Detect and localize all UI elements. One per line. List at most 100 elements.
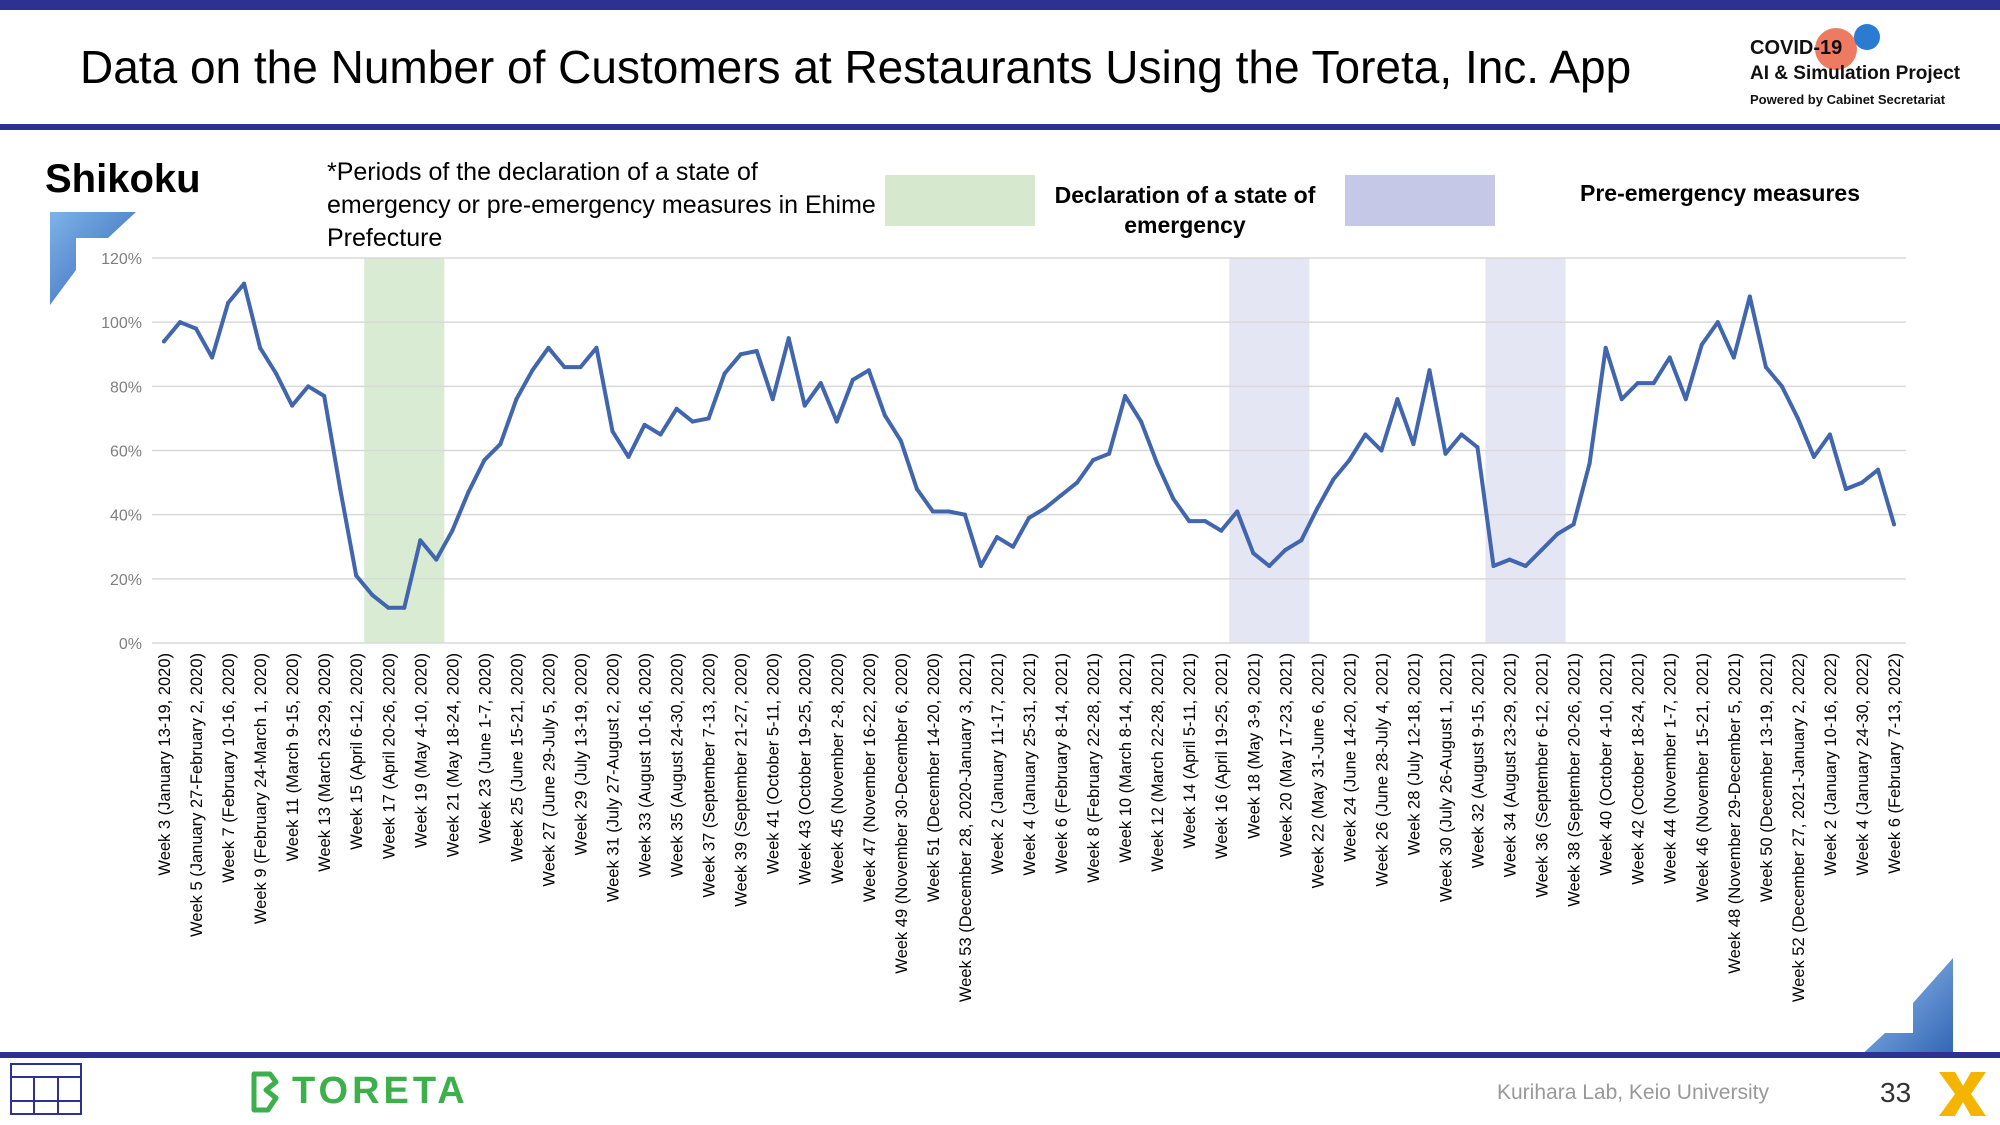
data-point — [802, 403, 807, 408]
data-point — [1443, 451, 1448, 456]
x-tick-label: Week 4 (January 25-31, 2021) — [1021, 653, 1039, 876]
legend-pre-emergency-swatch — [1345, 175, 1495, 226]
data-point — [1171, 496, 1176, 501]
x-tick-label: Week 12 (March 22-28, 2021) — [1149, 653, 1167, 872]
data-point — [338, 487, 343, 491]
x-tick-label: Week 5 (January 27-February 2, 2020) — [188, 653, 206, 937]
x-tick-label: Week 32 (August 9-15, 2021) — [1470, 653, 1488, 868]
data-point — [1523, 564, 1528, 568]
x-tick-label: Week 2 (January 11-17, 2021) — [989, 653, 1007, 874]
data-point — [178, 320, 183, 325]
x-tick-label: Week 50 (December 13-19, 2021) — [1758, 653, 1776, 902]
data-point — [226, 300, 231, 305]
data-point — [434, 557, 439, 562]
x-tick-label: Week 51 (December 14-20, 2020) — [925, 653, 943, 902]
x-tick-label: Week 11 (March 9-15, 2020) — [284, 653, 302, 862]
x-tick-label: Week 14 (April 5-11, 2021) — [1181, 653, 1199, 849]
data-point — [562, 365, 567, 370]
footer-bar — [0, 1052, 2000, 1058]
data-point — [834, 419, 839, 424]
data-point — [210, 355, 215, 360]
x-tick-label: Week 43 (October 19-25, 2020) — [797, 653, 815, 885]
data-point — [1892, 522, 1896, 527]
data-point — [1635, 381, 1640, 386]
data-point — [738, 352, 743, 357]
x-tick-label: Week 21 (May 18-24, 2020) — [444, 653, 462, 857]
shading-note: *Periods of the declaration of a state o… — [327, 158, 876, 252]
x-tick-label: Week 52 (December 27, 2021-January 2, 20… — [1790, 653, 1808, 1002]
data-point — [1379, 448, 1384, 453]
logo-line-1: COVID-19 — [1750, 37, 1843, 59]
data-point — [978, 564, 983, 568]
x-tick-label: Week 19 (May 4-10, 2020) — [412, 653, 430, 848]
data-point — [1075, 480, 1080, 485]
x-tick-label: Week 28 (July 12-18, 2021) — [1405, 653, 1423, 855]
data-point — [658, 432, 663, 437]
x-logo-icon — [1939, 1072, 1986, 1116]
page-number: 33 — [1880, 1077, 1912, 1108]
x-tick-label: Week 20 (May 17-23, 2021) — [1277, 653, 1295, 857]
y-tick-label: 80% — [110, 379, 142, 396]
data-point — [722, 371, 727, 376]
x-tick-label: Week 41 (October 5-11, 2020) — [765, 653, 783, 874]
data-point — [1731, 355, 1736, 360]
data-point — [1027, 515, 1031, 520]
corner-decoration-br-icon — [1858, 958, 1953, 1058]
data-point — [930, 509, 935, 514]
data-point — [1859, 480, 1864, 485]
x-tick-label: Week 38 (September 20-26, 2021) — [1566, 653, 1584, 907]
data-point — [1507, 557, 1512, 562]
data-point — [706, 416, 711, 421]
x-tick-label: Week 17 (April 20-26, 2020) — [380, 653, 398, 859]
data-point — [1763, 365, 1768, 370]
data-point — [274, 371, 279, 376]
data-point — [258, 345, 263, 350]
data-point — [1347, 458, 1352, 463]
x-tick-label: Week 10 (March 8-14, 2021) — [1117, 653, 1135, 863]
x-tick-label: Week 30 (July 26-August 1, 2021) — [1437, 653, 1455, 902]
data-point — [1843, 487, 1848, 491]
x-tick-label: Week 33 (August 10-16, 2020) — [637, 653, 655, 877]
data-point — [882, 413, 887, 418]
x-tick-label: Week 40 (October 4-10, 2021) — [1598, 653, 1616, 876]
x-tick-label: Week 24 (June 14-20, 2021) — [1341, 653, 1359, 862]
x-tick-label: Week 37 (September 7-13, 2020) — [701, 653, 719, 898]
x-tick-label: Week 8 (February 22-28, 2021) — [1085, 653, 1103, 883]
data-point — [1427, 368, 1432, 373]
data-point — [1331, 477, 1336, 482]
data-point — [1203, 519, 1208, 524]
data-point — [482, 458, 487, 463]
y-tick-label: 60% — [110, 444, 142, 461]
data-point — [466, 490, 471, 495]
x-tick-label: Week 22 (May 31-June 6, 2021) — [1309, 653, 1327, 888]
data-point — [322, 393, 327, 398]
data-point — [1315, 506, 1320, 511]
x-tick-label: Week 16 (April 19-25, 2021) — [1213, 653, 1231, 859]
data-point — [1619, 397, 1624, 402]
data-point — [914, 487, 919, 491]
y-tick-label: 40% — [110, 508, 142, 525]
x-tick-label: Week 47 (November 16-22, 2020) — [861, 653, 879, 902]
data-point — [1155, 461, 1160, 466]
data-point — [946, 509, 951, 514]
data-point — [290, 403, 295, 408]
data-point — [546, 345, 551, 350]
data-point — [1251, 551, 1256, 556]
data-point — [770, 397, 775, 402]
x-tick-label: Week 39 (September 21-27, 2020) — [733, 653, 751, 907]
x-tick-label: Week 18 (May 3-9, 2021) — [1245, 653, 1263, 839]
data-point — [1875, 467, 1880, 472]
data-point — [1811, 454, 1816, 459]
data-point — [1571, 522, 1576, 527]
data-point — [1779, 384, 1784, 389]
data-point — [242, 281, 247, 286]
y-tick-label: 20% — [110, 572, 142, 589]
x-tick-label: Week 6 (February 7-13, 2022) — [1886, 653, 1904, 874]
x-tick-label: Week 26 (June 28-July 4, 2021) — [1373, 653, 1391, 887]
data-point — [1395, 397, 1400, 402]
x-tick-label: Week 13 (March 23-29, 2020) — [316, 653, 334, 872]
data-point — [370, 592, 375, 597]
data-point — [994, 535, 999, 540]
data-point — [354, 573, 359, 578]
